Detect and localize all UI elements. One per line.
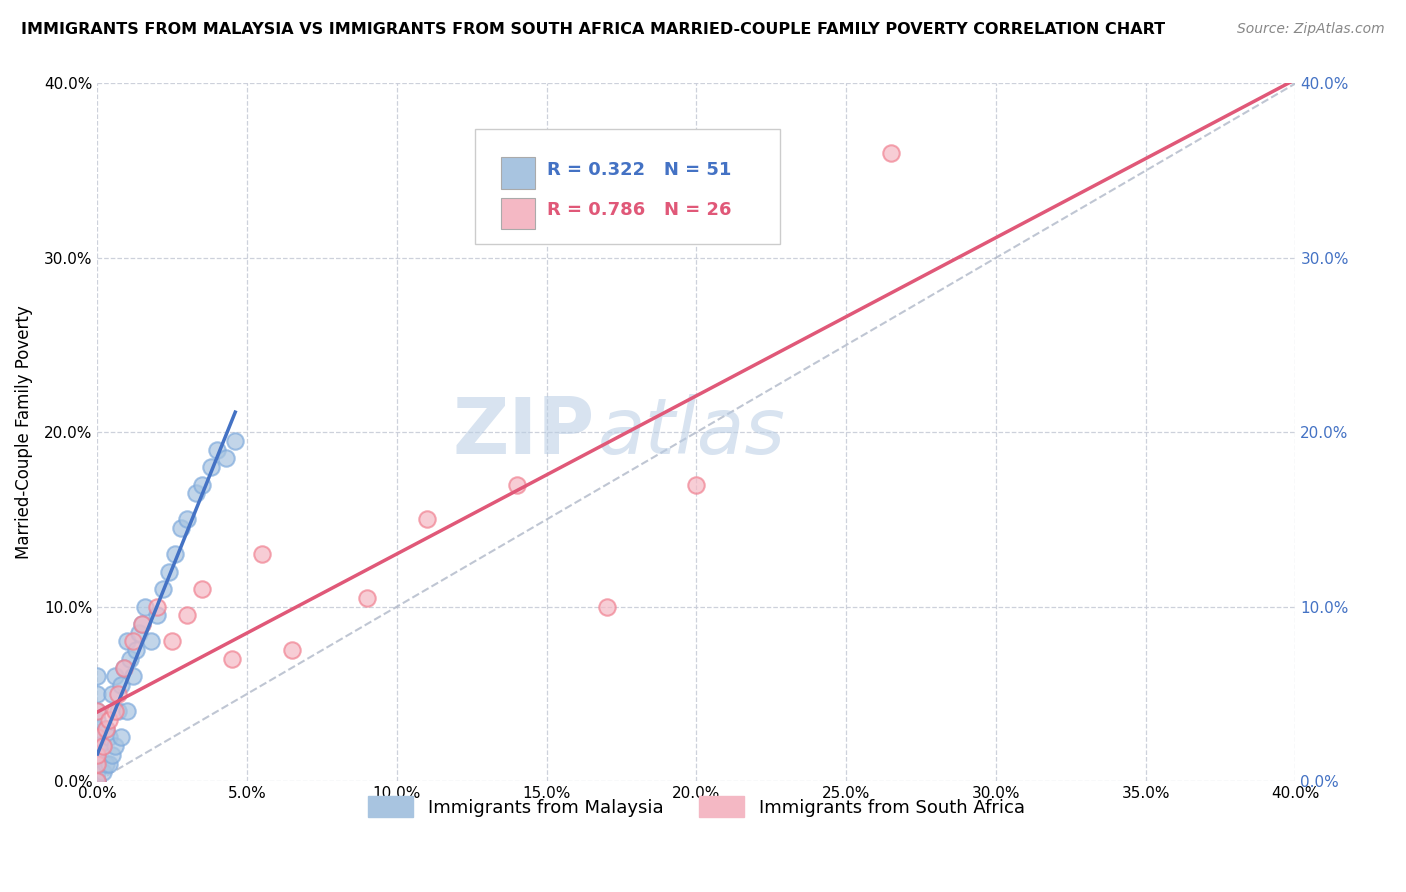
Point — [134, 599, 156, 614]
Point — [110, 731, 132, 745]
Point — [250, 547, 273, 561]
Point — [86, 722, 108, 736]
Point — [112, 660, 135, 674]
Point — [86, 774, 108, 789]
Point — [86, 731, 108, 745]
Point — [107, 704, 129, 718]
Point — [110, 678, 132, 692]
Point — [86, 774, 108, 789]
Point — [104, 669, 127, 683]
Point — [86, 756, 108, 771]
Text: atlas: atlas — [598, 394, 786, 470]
Point — [86, 731, 108, 745]
Point — [162, 634, 184, 648]
Text: R = 0.786   N = 26: R = 0.786 N = 26 — [547, 202, 731, 219]
Point — [215, 451, 238, 466]
Point — [146, 599, 169, 614]
Point — [170, 521, 193, 535]
Point — [86, 774, 108, 789]
Point — [101, 747, 124, 762]
Point — [200, 460, 222, 475]
Point — [281, 643, 304, 657]
Point — [101, 687, 124, 701]
Point — [141, 634, 163, 648]
Point — [96, 722, 118, 736]
Point — [96, 756, 118, 771]
Point — [86, 687, 108, 701]
Text: IMMIGRANTS FROM MALAYSIA VS IMMIGRANTS FROM SOUTH AFRICA MARRIED-COUPLE FAMILY P: IMMIGRANTS FROM MALAYSIA VS IMMIGRANTS F… — [21, 22, 1166, 37]
Point — [98, 713, 121, 727]
Point — [86, 704, 108, 718]
Bar — [501, 157, 534, 188]
Text: Source: ZipAtlas.com: Source: ZipAtlas.com — [1237, 22, 1385, 37]
Point — [356, 591, 378, 605]
Point — [93, 765, 115, 780]
Point — [224, 434, 246, 448]
Point — [86, 713, 108, 727]
Point — [86, 704, 108, 718]
Point — [152, 582, 174, 597]
Point — [880, 146, 903, 161]
Point — [131, 617, 153, 632]
Bar — [501, 198, 534, 229]
Point — [207, 442, 229, 457]
Point — [221, 652, 243, 666]
Point — [146, 608, 169, 623]
Point — [98, 731, 121, 745]
Point — [157, 565, 180, 579]
Point — [96, 722, 118, 736]
Point — [117, 704, 139, 718]
Point — [86, 756, 108, 771]
Point — [595, 599, 617, 614]
Point — [685, 477, 707, 491]
Point — [93, 739, 115, 753]
Point — [176, 512, 198, 526]
Point — [86, 739, 108, 753]
Point — [86, 765, 108, 780]
Point — [131, 617, 153, 632]
Text: R = 0.322   N = 51: R = 0.322 N = 51 — [547, 161, 731, 178]
Point — [165, 547, 187, 561]
Point — [98, 756, 121, 771]
Point — [117, 634, 139, 648]
Point — [506, 477, 529, 491]
Point — [191, 582, 214, 597]
Point — [186, 486, 208, 500]
Point — [128, 625, 150, 640]
Point — [120, 652, 142, 666]
Y-axis label: Married-Couple Family Poverty: Married-Couple Family Poverty — [15, 305, 32, 559]
Point — [104, 739, 127, 753]
Legend: Immigrants from Malaysia, Immigrants from South Africa: Immigrants from Malaysia, Immigrants fro… — [361, 789, 1032, 824]
Point — [107, 687, 129, 701]
Point — [104, 704, 127, 718]
Point — [86, 774, 108, 789]
Point — [86, 756, 108, 771]
Point — [191, 477, 214, 491]
Point — [416, 512, 439, 526]
Point — [93, 739, 115, 753]
Text: ZIP: ZIP — [453, 394, 595, 470]
Point — [176, 608, 198, 623]
Point — [86, 747, 108, 762]
FancyBboxPatch shape — [475, 128, 780, 244]
Point — [122, 634, 145, 648]
Point — [112, 660, 135, 674]
Point — [86, 774, 108, 789]
Point — [125, 643, 148, 657]
Point — [86, 747, 108, 762]
Point — [86, 774, 108, 789]
Point — [122, 669, 145, 683]
Point — [86, 669, 108, 683]
